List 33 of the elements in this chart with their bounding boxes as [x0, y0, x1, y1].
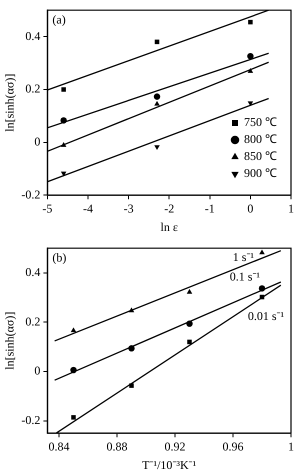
y-tick-label: 0.2 [25, 82, 40, 96]
x-tick-label: 0.92 [164, 440, 186, 454]
y-axis-title: ln[sinh(ασ)] [2, 74, 16, 132]
x-tick-label: 1 [288, 202, 294, 216]
y-tick-label: 0 [34, 134, 40, 148]
x-tick-label: -5 [42, 202, 52, 216]
x-tick-label: -3 [124, 202, 134, 216]
x-tick-label: -2 [164, 202, 174, 216]
y-tick-label: 0.2 [25, 314, 40, 328]
x-tick-label: -1 [204, 202, 215, 216]
legend-label: 800 ℃ [244, 132, 277, 146]
series-label: 1 s⁻¹ [232, 250, 254, 264]
x-tick-label: 0.96 [222, 440, 244, 454]
y-tick-label: -0.2 [21, 187, 40, 202]
y-axis-title: ln[sinh(ασ)] [2, 312, 16, 370]
y-tick-label: 0 [34, 364, 40, 378]
y-tick-label: 0.4 [25, 28, 40, 43]
series-label: 0.01 s⁻¹ [248, 309, 285, 324]
x-tick-label: 0.88 [106, 440, 128, 454]
x-tick-label: 0 [247, 202, 254, 216]
annotation: (a) [52, 12, 66, 26]
y-tick-label: -0.2 [21, 413, 40, 428]
x-tick-label: 0.84 [48, 440, 70, 454]
legend-label: 750 ℃ [244, 115, 277, 130]
legend-label: 850 ℃ [244, 149, 277, 164]
x-axis-title: ln ε [160, 220, 178, 234]
legend-label: 900 ℃ [244, 166, 277, 180]
series-label: 0.1 s⁻¹ [230, 270, 260, 284]
annotation: (b) [52, 250, 66, 264]
x-tick-label: -4 [82, 202, 93, 216]
x-tick-label: 1 [288, 440, 294, 454]
y-tick-label: 0.4 [25, 265, 40, 280]
x-axis-title: T⁻¹/10⁻³K⁻¹ [142, 458, 197, 472]
